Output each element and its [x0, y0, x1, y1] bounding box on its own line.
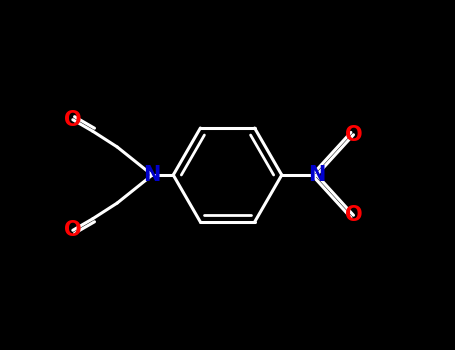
Text: O: O [64, 220, 81, 240]
Text: O: O [345, 125, 362, 145]
Text: O: O [345, 205, 362, 225]
Text: N: N [308, 165, 325, 185]
Text: N: N [144, 165, 161, 185]
Text: O: O [64, 110, 81, 130]
